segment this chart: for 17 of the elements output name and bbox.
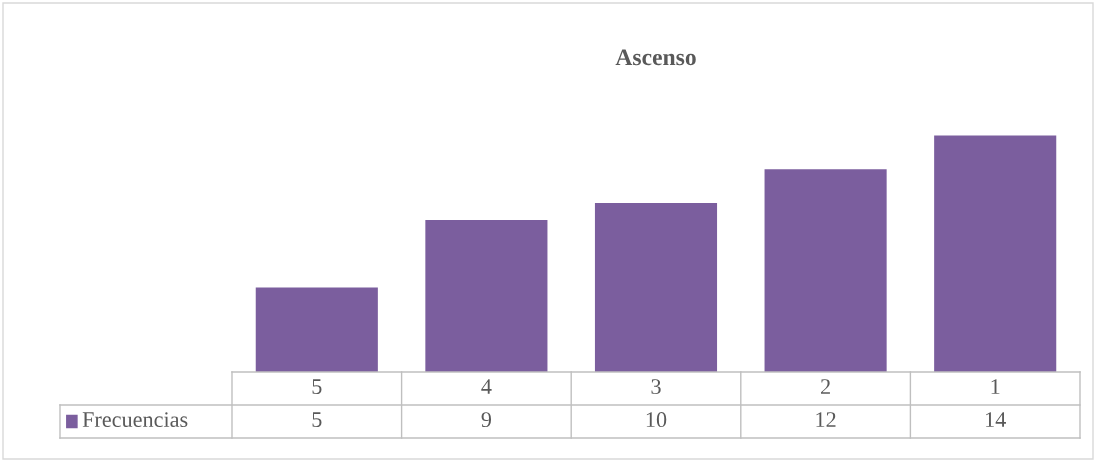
data-label: 12 — [816, 412, 836, 427]
x-tick-label: 2 — [821, 379, 830, 394]
data-label: 9 — [481, 412, 492, 428]
chart-title: Ascenso — [615, 49, 696, 66]
x-tick-label: 5 — [312, 379, 322, 395]
bar — [255, 287, 378, 372]
bar — [934, 135, 1057, 372]
data-label: 5 — [312, 412, 322, 428]
legend-label: Frecuencias — [82, 412, 188, 428]
bar — [594, 203, 718, 372]
x-tick-label: 3 — [651, 379, 661, 395]
bar — [425, 219, 548, 372]
x-tick-label: 4 — [481, 379, 492, 394]
data-label: 14 — [986, 412, 1006, 427]
bar — [764, 169, 887, 372]
data-label: 10 — [646, 412, 667, 428]
x-tick-label: 1 — [991, 379, 1000, 394]
